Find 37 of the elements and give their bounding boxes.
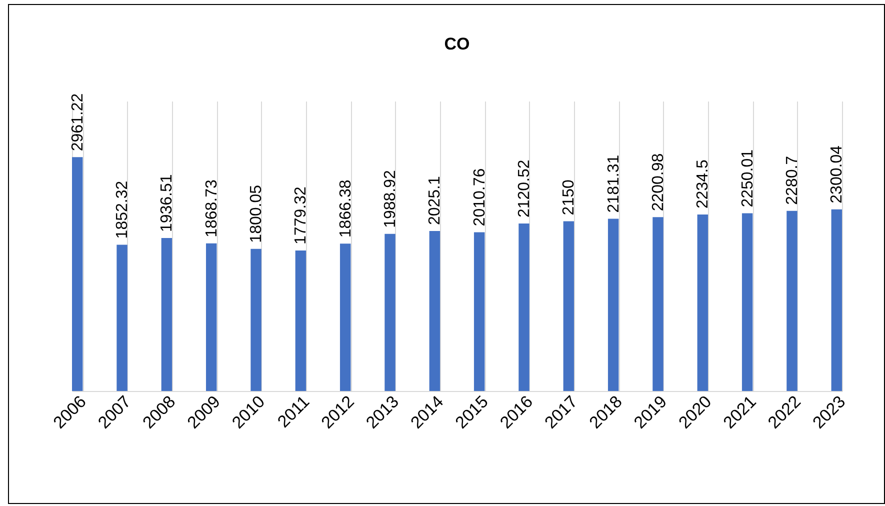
bar <box>384 234 396 391</box>
data-label: 1779.32 <box>292 186 310 244</box>
bar <box>295 250 306 391</box>
bar <box>652 217 664 391</box>
bar <box>742 213 753 391</box>
bar <box>161 238 172 391</box>
data-label: 2200.98 <box>650 153 667 212</box>
bar <box>786 210 798 391</box>
bar <box>608 218 619 391</box>
bar <box>340 244 351 391</box>
bar <box>429 231 440 391</box>
data-label: 2250.01 <box>739 149 756 208</box>
bar <box>72 157 83 391</box>
bar <box>474 232 485 391</box>
data-label: 2150 <box>560 180 578 216</box>
bar <box>697 214 708 391</box>
data-label: 2025.1 <box>426 176 444 226</box>
bar <box>250 248 262 391</box>
bar <box>206 243 217 391</box>
data-label: 1866.38 <box>337 180 354 238</box>
data-label: 2961.22 <box>69 93 86 152</box>
data-label: 2234.5 <box>694 159 712 209</box>
data-label: 1988.92 <box>382 170 400 228</box>
data-label: 1852.32 <box>114 180 132 239</box>
data-label: 2010.76 <box>471 168 488 226</box>
data-label: 2181.31 <box>605 154 622 213</box>
bar <box>116 244 128 391</box>
chart-title: CO <box>444 34 470 54</box>
bar <box>518 224 530 391</box>
bar <box>831 209 842 391</box>
data-label: 1800.05 <box>248 184 266 243</box>
data-label: 1936.51 <box>158 174 176 232</box>
data-label: 2300.04 <box>828 145 846 204</box>
data-label: 1868.73 <box>203 179 220 238</box>
data-label: 2120.52 <box>516 160 533 218</box>
data-label: 2280.7 <box>784 156 801 205</box>
bar <box>563 221 574 391</box>
